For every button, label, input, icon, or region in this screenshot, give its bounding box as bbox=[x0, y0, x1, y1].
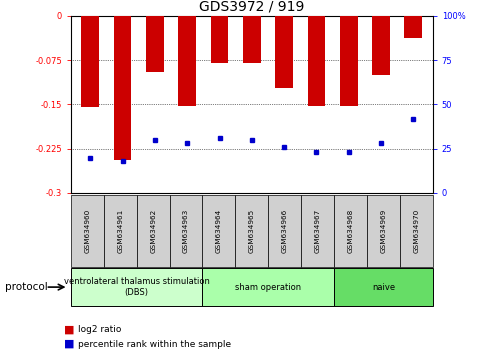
Text: ■: ■ bbox=[63, 339, 74, 349]
Bar bbox=[114, 16, 131, 160]
Bar bbox=[178, 16, 196, 105]
Bar bbox=[146, 16, 163, 72]
Text: GSM634960: GSM634960 bbox=[84, 209, 90, 253]
Text: ventrolateral thalamus stimulation
(DBS): ventrolateral thalamus stimulation (DBS) bbox=[63, 278, 209, 297]
Text: log2 ratio: log2 ratio bbox=[78, 325, 122, 335]
Bar bbox=[210, 16, 228, 63]
Text: GSM634969: GSM634969 bbox=[380, 209, 386, 253]
Text: GSM634964: GSM634964 bbox=[216, 209, 222, 253]
Text: sham operation: sham operation bbox=[235, 282, 301, 292]
Text: protocol: protocol bbox=[5, 282, 47, 292]
Text: GSM634962: GSM634962 bbox=[150, 209, 156, 253]
Bar bbox=[371, 16, 389, 75]
Bar bbox=[339, 16, 357, 105]
Title: GDS3972 / 919: GDS3972 / 919 bbox=[199, 0, 304, 13]
Bar bbox=[307, 16, 325, 105]
Bar bbox=[275, 16, 292, 88]
Text: percentile rank within the sample: percentile rank within the sample bbox=[78, 339, 231, 349]
Text: GSM634965: GSM634965 bbox=[248, 209, 254, 253]
Text: GSM634966: GSM634966 bbox=[281, 209, 287, 253]
Text: GSM634961: GSM634961 bbox=[117, 209, 123, 253]
Bar bbox=[243, 16, 260, 63]
Text: naive: naive bbox=[371, 282, 394, 292]
Bar bbox=[81, 16, 99, 107]
Text: GSM634968: GSM634968 bbox=[347, 209, 353, 253]
Text: GSM634970: GSM634970 bbox=[412, 209, 418, 253]
Text: GSM634967: GSM634967 bbox=[314, 209, 320, 253]
Bar bbox=[404, 16, 422, 38]
Text: ■: ■ bbox=[63, 325, 74, 335]
Text: GSM634963: GSM634963 bbox=[183, 209, 189, 253]
